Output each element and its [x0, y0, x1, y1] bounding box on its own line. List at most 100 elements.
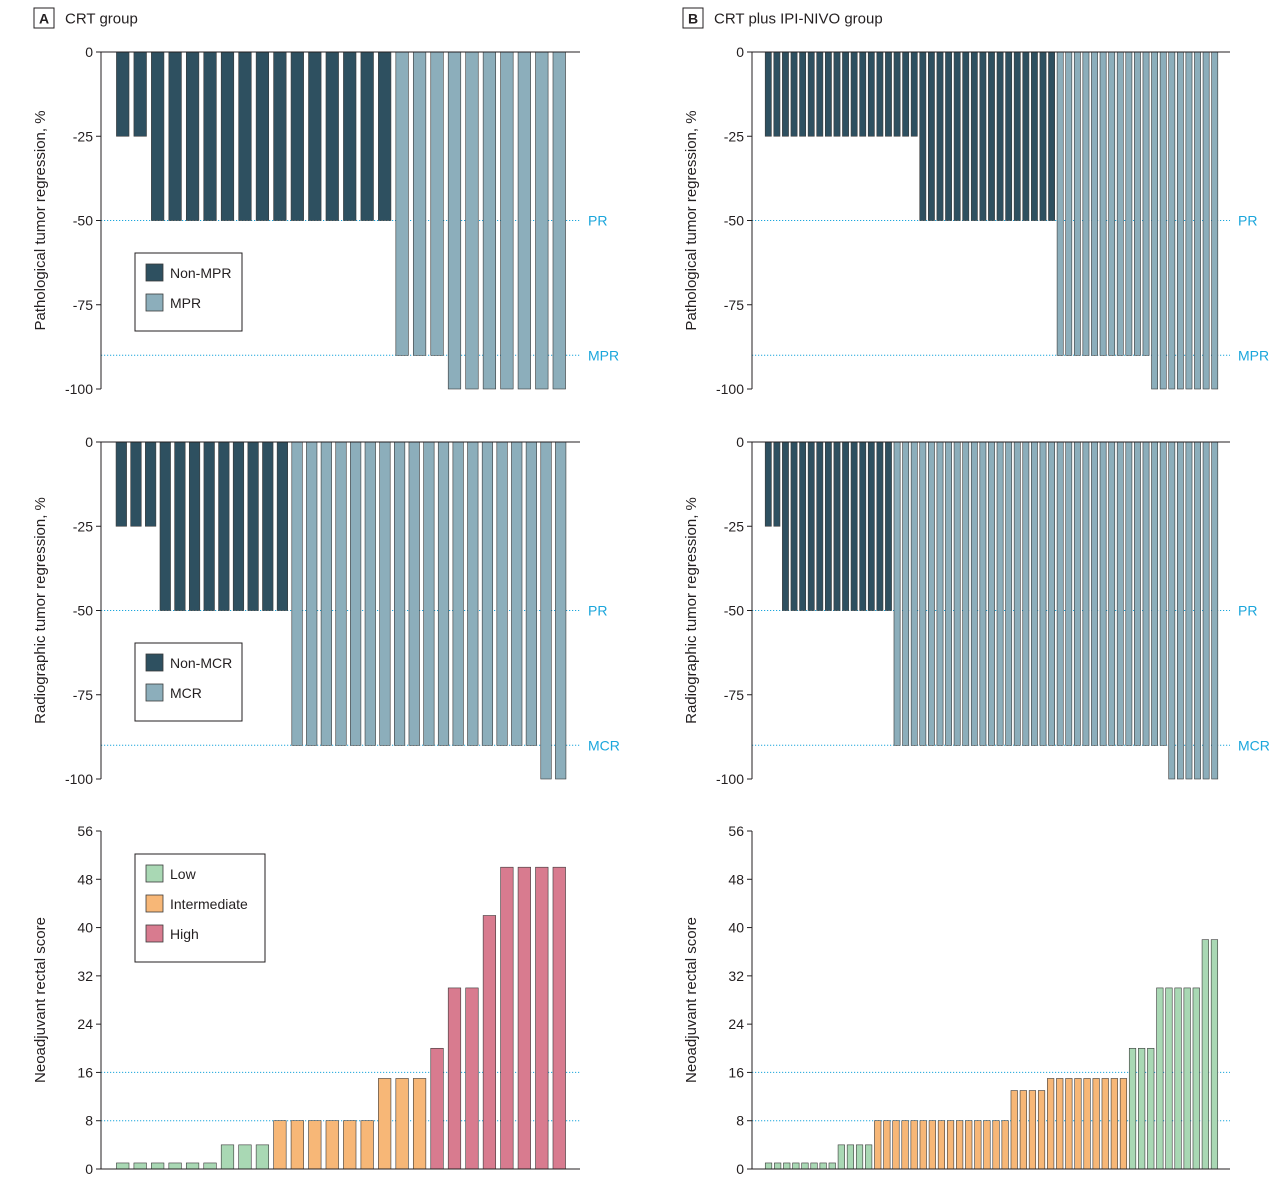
- bar: [893, 51, 901, 137]
- bar: [1037, 1090, 1046, 1170]
- panel-letter-box: [33, 7, 55, 29]
- legend-swatch: [145, 894, 164, 913]
- bar: [394, 441, 406, 746]
- bar: [1056, 441, 1064, 746]
- chart-A-3: 0 8 16 24 32 40 48 56 Neoadjuvant rectal score Lo…: [32, 823, 580, 1177]
- bar: [273, 1120, 287, 1170]
- y-tick-label: -50: [724, 213, 744, 229]
- bar: [1028, 1090, 1037, 1170]
- bar: [1185, 441, 1193, 780]
- bar: [496, 441, 508, 746]
- bar: [1211, 51, 1219, 390]
- y-tick-label: -75: [73, 297, 93, 313]
- bar: [1031, 441, 1038, 746]
- legend-label: High: [170, 926, 199, 942]
- reference-line-label: PR: [1238, 603, 1257, 619]
- bar: [238, 1144, 252, 1170]
- chart-B-1: PR MPR 0 -25 -50 -75 -100 Pathological tumor re…: [683, 44, 1269, 397]
- bar: [910, 1120, 918, 1170]
- bar: [1091, 441, 1098, 746]
- y-axis-label: Neoadjuvant rectal score: [32, 917, 49, 1083]
- bar: [535, 51, 549, 390]
- bar: [1119, 1078, 1128, 1170]
- bar: [1022, 441, 1030, 746]
- bar: [262, 441, 274, 611]
- bar: [1183, 987, 1191, 1170]
- bar: [308, 1120, 322, 1170]
- bar: [343, 51, 357, 221]
- bar: [819, 1162, 827, 1170]
- bar: [1168, 51, 1176, 390]
- bar: [859, 51, 867, 137]
- y-tick-label: -75: [73, 687, 93, 703]
- bar: [1165, 987, 1173, 1170]
- bar: [130, 441, 142, 527]
- bar: [412, 51, 427, 356]
- bar: [343, 1120, 357, 1170]
- bar: [1099, 51, 1107, 356]
- bar: [395, 1078, 409, 1170]
- bar: [974, 1120, 982, 1170]
- reference-line-label: PR: [588, 213, 607, 229]
- y-tick-label: -25: [73, 128, 93, 144]
- y-tick-label: 40: [77, 920, 93, 936]
- bar: [936, 441, 944, 746]
- bar: [1159, 51, 1167, 390]
- bar: [465, 987, 479, 1170]
- bar: [552, 51, 566, 390]
- bar: [901, 1120, 909, 1170]
- bar: [308, 51, 322, 221]
- bar: [1010, 1090, 1018, 1170]
- bar: [290, 51, 304, 221]
- bar: [979, 441, 987, 746]
- bar: [1091, 51, 1098, 356]
- bar: [824, 441, 832, 611]
- bar: [238, 51, 252, 221]
- y-tick-label: 32: [77, 968, 93, 984]
- bar: [447, 987, 462, 1170]
- bar: [807, 441, 815, 611]
- y-tick-label: -50: [724, 603, 744, 619]
- legend-swatch: [145, 263, 164, 282]
- bar: [828, 1162, 836, 1170]
- legend-label: MPR: [170, 295, 201, 311]
- bar: [116, 1162, 130, 1170]
- panel-letter: A: [39, 11, 49, 27]
- bar: [945, 441, 952, 746]
- reference-line-label: MCR: [588, 737, 620, 753]
- panel-B: B CRT plus IPI-NIVO group PR MPR 0 -25 -50 -75 -…: [682, 7, 1269, 1177]
- legend-box: [134, 252, 243, 332]
- legend-label: Low: [170, 866, 197, 882]
- y-tick-label: 16: [77, 1064, 93, 1080]
- y-tick-label: 0: [736, 44, 744, 60]
- bar: [168, 51, 182, 221]
- y-tick-label: -25: [724, 518, 744, 534]
- bar: [953, 51, 961, 221]
- bar: [1110, 1078, 1118, 1170]
- chart-A-1: PR MPR 0 -25 -50 -75 -100 Pathological tumor re…: [32, 44, 619, 397]
- bar: [1168, 441, 1176, 780]
- bar: [1151, 51, 1159, 390]
- bar: [774, 1162, 782, 1170]
- bar: [203, 441, 215, 611]
- bar: [773, 51, 781, 137]
- bar: [412, 1078, 427, 1170]
- y-tick-label: 24: [77, 1016, 93, 1032]
- bar: [910, 441, 918, 746]
- bar: [203, 1162, 217, 1170]
- bar: [850, 51, 858, 137]
- bar: [447, 51, 462, 390]
- y-tick-label: 40: [728, 920, 744, 936]
- bar: [816, 441, 824, 611]
- bar: [1202, 51, 1210, 390]
- bar: [133, 1162, 147, 1170]
- bar: [970, 51, 978, 221]
- reference-line-label: MCR: [1238, 737, 1269, 753]
- bar: [1047, 1078, 1055, 1170]
- bar: [956, 1120, 964, 1170]
- bar: [850, 441, 858, 611]
- panel-A: A CRT group PR MPR 0 -25 -50 -75 -100 Pathologica…: [32, 7, 620, 1177]
- y-tick-label: -100: [65, 381, 93, 397]
- chart-A-2: PR MCR 0 -25 -50 -75 -100 Radiographic tumor re…: [32, 434, 620, 787]
- legend: Non-MPR MPR: [134, 252, 243, 332]
